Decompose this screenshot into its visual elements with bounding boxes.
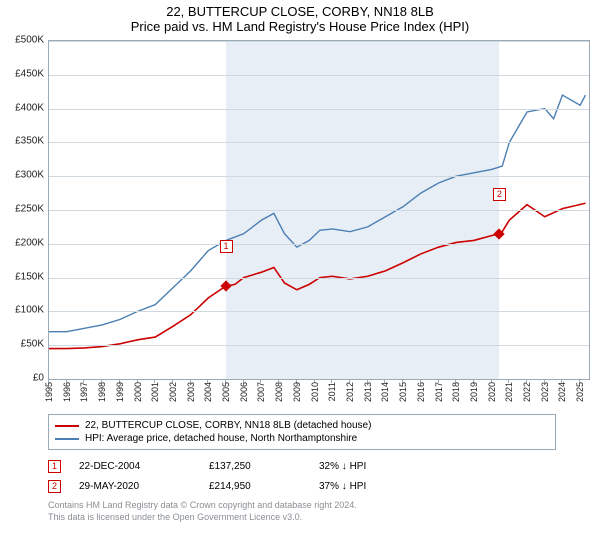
x-axis-label: 2024 bbox=[557, 382, 567, 402]
y-axis-label: £500K bbox=[15, 35, 48, 46]
legend: 22, BUTTERCUP CLOSE, CORBY, NN18 8LB (de… bbox=[48, 414, 556, 450]
footnote: Contains HM Land Registry data © Crown c… bbox=[48, 500, 556, 523]
x-axis-label: 1998 bbox=[97, 382, 107, 402]
x-axis-label: 2020 bbox=[487, 382, 497, 402]
transaction-marker: 2 bbox=[48, 480, 61, 493]
x-axis-label: 2002 bbox=[168, 382, 178, 402]
y-axis-label: £250K bbox=[15, 204, 48, 215]
plot: 12 bbox=[48, 40, 590, 380]
x-axis-label: 2008 bbox=[274, 382, 284, 402]
gridline bbox=[49, 210, 589, 211]
transaction-row: 1 22-DEC-2004£137,25032% ↓ HPI bbox=[48, 456, 556, 476]
x-axis-labels: 1995199619971998199920002001200220032004… bbox=[48, 380, 590, 408]
legend-item: 22, BUTTERCUP CLOSE, CORBY, NN18 8LB (de… bbox=[55, 419, 549, 432]
legend-swatch bbox=[55, 438, 79, 440]
transaction-row: 2 29-MAY-2020£214,95037% ↓ HPI bbox=[48, 476, 556, 496]
y-axis-label: £400K bbox=[15, 102, 48, 113]
x-axis-label: 2006 bbox=[239, 382, 249, 402]
x-axis-label: 2011 bbox=[327, 382, 337, 401]
gridline bbox=[49, 109, 589, 110]
gridline bbox=[49, 278, 589, 279]
transaction-marker: 1 bbox=[48, 460, 61, 473]
x-axis-label: 2017 bbox=[434, 382, 444, 402]
y-axis-label: £300K bbox=[15, 170, 48, 181]
x-axis-label: 2001 bbox=[150, 382, 160, 402]
x-axis-label: 2010 bbox=[310, 382, 320, 402]
transaction-price: £137,250 bbox=[209, 461, 319, 472]
gridline bbox=[49, 311, 589, 312]
y-axis-label: £450K bbox=[15, 68, 48, 79]
transaction-date: 29-MAY-2020 bbox=[79, 481, 209, 492]
gridline bbox=[49, 176, 589, 177]
x-axis-label: 2009 bbox=[292, 382, 302, 402]
x-axis-label: 1995 bbox=[44, 382, 54, 402]
x-axis-label: 2021 bbox=[504, 382, 514, 402]
x-axis-label: 2016 bbox=[416, 382, 426, 402]
x-axis-label: 2018 bbox=[451, 382, 461, 402]
chart-area: 12 1995199619971998199920002001200220032… bbox=[48, 40, 590, 408]
x-axis-label: 2007 bbox=[256, 382, 266, 402]
y-axis-label: £0 bbox=[33, 373, 48, 384]
x-axis-label: 2019 bbox=[469, 382, 479, 402]
x-axis-label: 2013 bbox=[363, 382, 373, 402]
legend-label: HPI: Average price, detached house, Nort… bbox=[85, 433, 357, 444]
sale-marker-label: 2 bbox=[493, 188, 506, 201]
x-axis-label: 1996 bbox=[62, 382, 72, 402]
transaction-delta: 32% ↓ HPI bbox=[319, 461, 439, 472]
gridline bbox=[49, 142, 589, 143]
x-axis-label: 2012 bbox=[345, 382, 355, 402]
x-axis-label: 2004 bbox=[203, 382, 213, 402]
y-axis-label: £150K bbox=[15, 271, 48, 282]
x-axis-label: 2015 bbox=[398, 382, 408, 402]
y-axis-label: £200K bbox=[15, 237, 48, 248]
legend-item: HPI: Average price, detached house, Nort… bbox=[55, 432, 549, 445]
sale-marker-label: 1 bbox=[220, 240, 233, 253]
y-axis-label: £50K bbox=[21, 339, 48, 350]
transaction-price: £214,950 bbox=[209, 481, 319, 492]
x-axis-label: 2005 bbox=[221, 382, 231, 402]
series-line bbox=[49, 95, 585, 332]
x-axis-label: 2022 bbox=[522, 382, 532, 402]
gridline bbox=[49, 244, 589, 245]
gridline bbox=[49, 41, 589, 42]
x-axis-label: 1999 bbox=[115, 382, 125, 402]
transaction-delta: 37% ↓ HPI bbox=[319, 481, 439, 492]
chart-container: 22, BUTTERCUP CLOSE, CORBY, NN18 8LB Pri… bbox=[0, 0, 600, 560]
x-axis-label: 1997 bbox=[79, 382, 89, 402]
gridline bbox=[49, 75, 589, 76]
footnote-line: Contains HM Land Registry data © Crown c… bbox=[48, 500, 556, 512]
page-subtitle: Price paid vs. HM Land Registry's House … bbox=[0, 19, 600, 40]
legend-label: 22, BUTTERCUP CLOSE, CORBY, NN18 8LB (de… bbox=[85, 420, 371, 431]
gridline bbox=[49, 345, 589, 346]
x-axis-label: 2025 bbox=[575, 382, 585, 402]
series-line bbox=[49, 203, 585, 348]
page-title: 22, BUTTERCUP CLOSE, CORBY, NN18 8LB bbox=[0, 0, 600, 19]
footnote-line: This data is licensed under the Open Gov… bbox=[48, 512, 556, 524]
legend-swatch bbox=[55, 425, 79, 427]
y-axis-label: £350K bbox=[15, 136, 48, 147]
transaction-date: 22-DEC-2004 bbox=[79, 461, 209, 472]
x-axis-label: 2003 bbox=[186, 382, 196, 402]
transactions-table: 1 22-DEC-2004£137,25032% ↓ HPI 2 29-MAY-202… bbox=[48, 456, 556, 496]
x-axis-label: 2000 bbox=[133, 382, 143, 402]
x-axis-label: 2023 bbox=[540, 382, 550, 402]
x-axis-label: 2014 bbox=[380, 382, 390, 402]
y-axis-label: £100K bbox=[15, 305, 48, 316]
